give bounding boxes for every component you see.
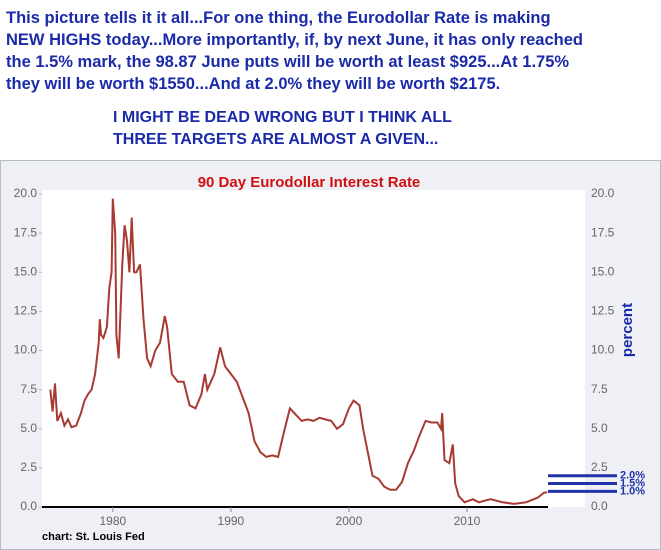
- y2-tick-label: 5.0: [591, 421, 608, 435]
- y-tick-label: 5.0: [20, 421, 37, 435]
- x-tick-label: 2010: [454, 514, 481, 528]
- target-label: 1.0%: [620, 485, 645, 497]
- y-tick-label: 12.5: [14, 304, 38, 318]
- header-line: the 1.5% mark, the 98.87 June puts will …: [6, 53, 570, 71]
- y-tick-label: 20.0: [14, 186, 38, 200]
- y2-tick-label: 12.5: [591, 304, 615, 318]
- target-label: 1.5%: [620, 477, 645, 489]
- chart-title: 90 Day Eurodollar Interest Rate: [198, 174, 421, 191]
- y-tick-label: 0.0: [20, 499, 37, 513]
- target-label: 2.0%: [620, 470, 645, 482]
- y-tick-label: 10.0: [14, 343, 38, 357]
- y2-tick-label: 17.5: [591, 225, 615, 239]
- emphasis-line: THREE TARGETS ARE ALMOST A GIVEN...: [113, 131, 439, 148]
- y-axis-label: percent: [619, 303, 636, 357]
- y-tick-label: 7.5: [20, 382, 37, 396]
- y-tick-label: 17.5: [14, 225, 38, 239]
- header-line: they will be worth $1550...And at 2.0% t…: [6, 75, 501, 93]
- x-tick-label: 1980: [99, 514, 126, 528]
- emphasis-line: I MIGHT BE DEAD WRONG BUT I THINK ALL: [113, 109, 452, 126]
- y-tick-label: 2.5: [20, 460, 37, 474]
- x-tick-label: 2000: [336, 514, 363, 528]
- source-credit: chart: St. Louis Fed: [42, 531, 145, 543]
- data-line: [49, 198, 548, 505]
- header-line: This picture tells it it all...For one t…: [6, 9, 551, 27]
- y2-tick-label: 15.0: [591, 264, 615, 278]
- y2-tick-label: 10.0: [591, 343, 615, 357]
- chart: 90 Day Eurodollar Interest Rate percent …: [0, 160, 661, 550]
- y2-tick-label: 20.0: [591, 186, 615, 200]
- y-tick-label: 15.0: [14, 264, 38, 278]
- x-tick-label: 1990: [218, 514, 245, 528]
- header-line: NEW HIGHS today...More importantly, if, …: [6, 31, 583, 49]
- y2-tick-label: 7.5: [591, 382, 608, 396]
- y2-tick-label: 2.5: [591, 460, 608, 474]
- y2-tick-label: 0.0: [591, 499, 608, 513]
